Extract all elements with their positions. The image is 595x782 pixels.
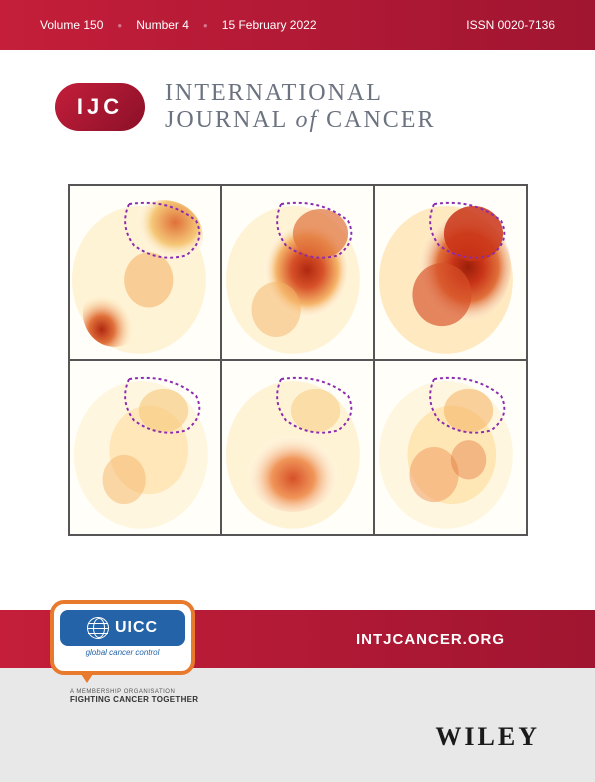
journal-header: IJC INTERNATIONAL JOURNAL of CANCER <box>0 50 595 154</box>
figure-panel-4 <box>69 360 222 535</box>
uicc-acronym: UICC <box>115 619 158 637</box>
date-text: 15 February 2022 <box>222 18 317 32</box>
uicc-footer: A MEMBERSHIP ORGANISATION FIGHTING CANCE… <box>70 689 200 704</box>
bullet-separator: ● <box>203 21 208 30</box>
volume-text: Volume 150 <box>40 18 103 32</box>
journal-url: INTJCANCER.ORG <box>356 631 505 648</box>
top-info-bar: Volume 150 ● Number 4 ● 15 February 2022… <box>0 0 595 50</box>
title-word-of: of <box>295 107 318 133</box>
uicc-speech-bubble: UICC global cancer control <box>50 600 195 675</box>
number-text: Number 4 <box>136 18 189 32</box>
figure-panel-5 <box>221 360 374 535</box>
title-line-2: JOURNAL of CANCER <box>165 107 435 134</box>
globe-icon <box>87 617 109 639</box>
uicc-logo-block: UICC global cancer control A MEMBERSHIP … <box>50 600 200 700</box>
journal-title: INTERNATIONAL JOURNAL of CANCER <box>165 80 435 134</box>
figure-panel-2 <box>221 185 374 360</box>
uicc-tagline: global cancer control <box>54 648 191 657</box>
title-line-1: INTERNATIONAL <box>165 80 435 107</box>
figure-panel-1 <box>69 185 222 360</box>
ijc-badge-logo: IJC <box>55 83 145 131</box>
uicc-inner-badge: UICC <box>60 610 185 646</box>
wiley-publisher-logo: WILEY <box>435 722 540 752</box>
figure-panel-6 <box>374 360 527 535</box>
figure-panel-3 <box>374 185 527 360</box>
uicc-footer-line-2: FIGHTING CANCER TOGETHER <box>70 695 200 704</box>
title-word-journal: JOURNAL <box>165 107 295 133</box>
title-word-cancer: CANCER <box>318 107 435 133</box>
issue-info: Volume 150 ● Number 4 ● 15 February 2022 <box>40 18 317 32</box>
issn-text: ISSN 0020-7136 <box>466 18 555 32</box>
cover-figure-grid <box>68 184 528 536</box>
bullet-separator: ● <box>117 21 122 30</box>
